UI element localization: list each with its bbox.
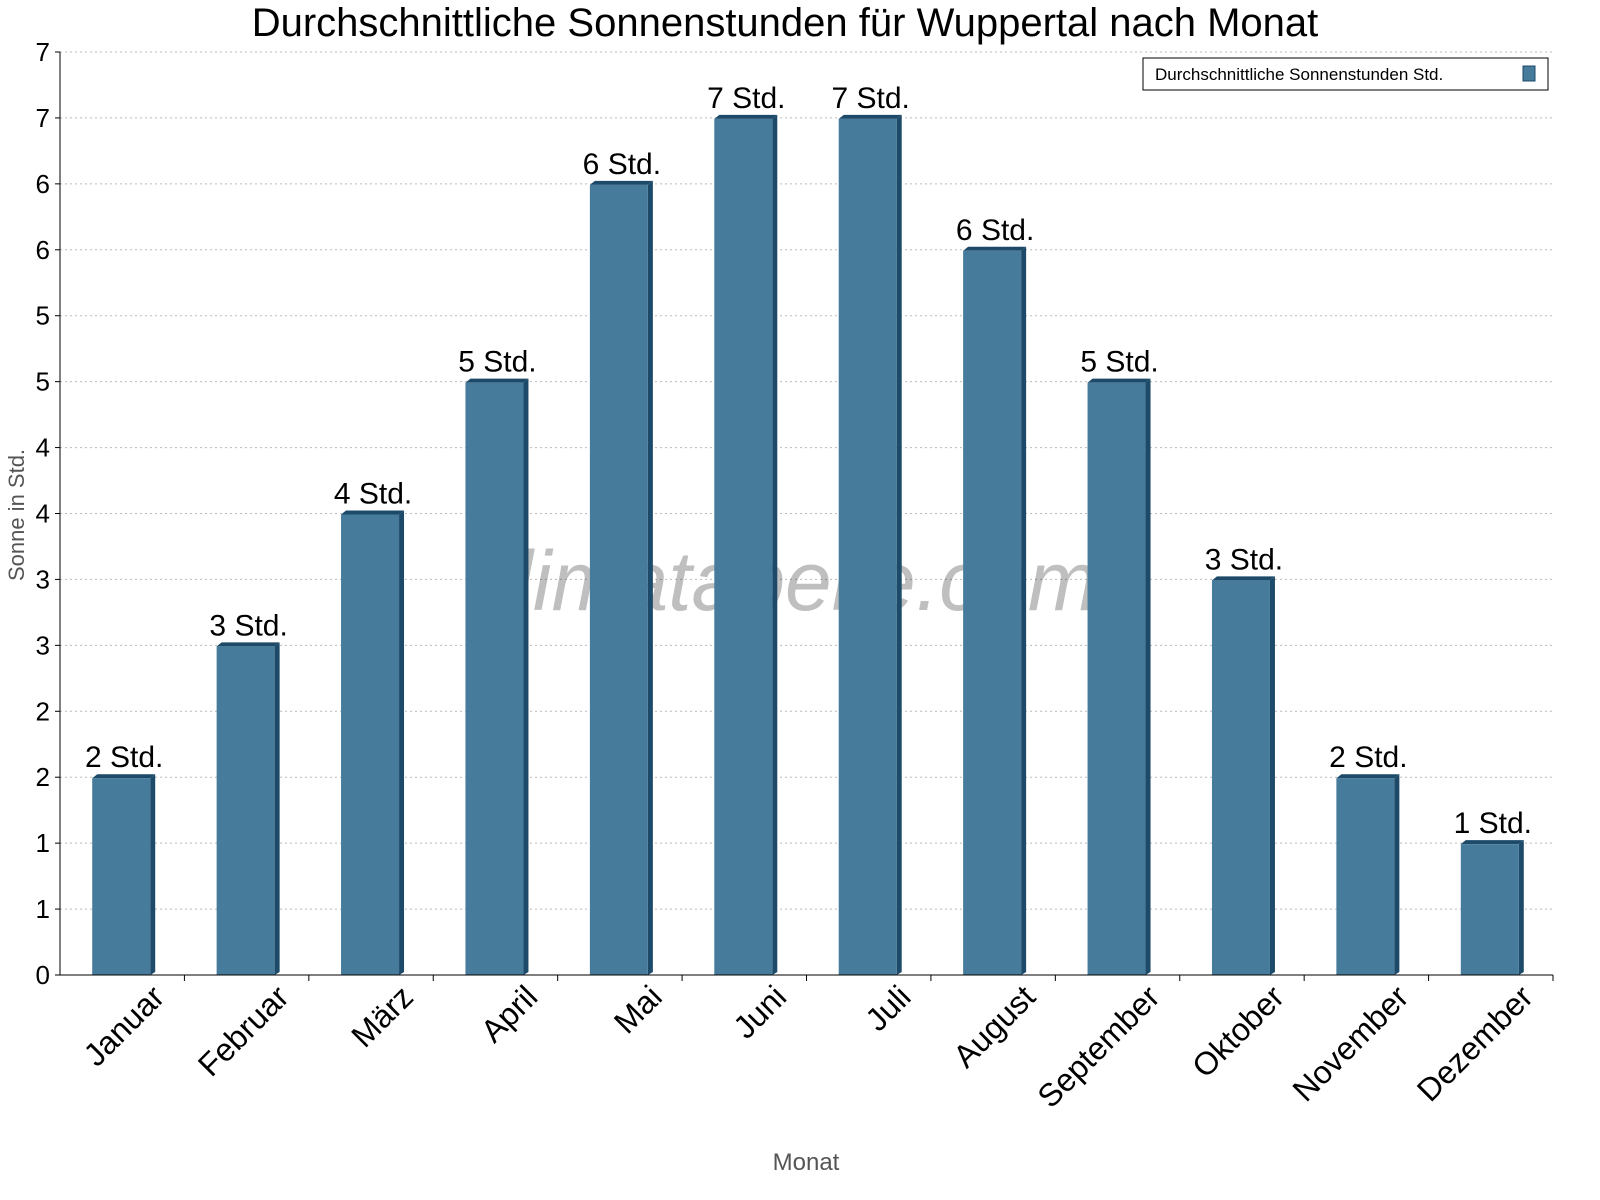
y-tick-label: 5 <box>36 301 50 331</box>
bar <box>963 250 1022 976</box>
data-label: 3 Std. <box>1205 543 1283 576</box>
bar-top <box>589 180 653 185</box>
bar <box>1087 382 1146 976</box>
bar-Februar: 3 Std. <box>209 609 288 975</box>
data-label: 1 Std. <box>1454 807 1532 840</box>
y-axis-label: Sonne in Std. <box>4 449 29 581</box>
chart-title: Durchschnittliche Sonnenstunden für Wupp… <box>252 1 1319 45</box>
bar <box>1211 580 1270 975</box>
bar-side <box>523 378 529 976</box>
bar-top <box>714 114 778 119</box>
bar-side <box>896 114 902 975</box>
bar-side <box>1269 576 1275 975</box>
bar-top <box>216 642 280 647</box>
x-tick-label: Oktober <box>1185 978 1291 1084</box>
bar-side <box>1518 840 1524 975</box>
x-tick-label: Januar <box>77 978 172 1073</box>
bar <box>341 514 400 975</box>
bar-top <box>1460 840 1524 845</box>
bar <box>838 118 897 975</box>
bar-November: 2 Std. <box>1329 741 1408 975</box>
y-tick-label: 6 <box>36 235 50 265</box>
x-tick-label: Dezember <box>1410 978 1540 1108</box>
bar-side <box>274 642 280 975</box>
data-label: 2 Std. <box>85 741 163 774</box>
bar-side <box>772 114 778 975</box>
bar-top <box>1336 774 1400 779</box>
bar-Dezember: 1 Std. <box>1454 807 1532 975</box>
y-tick-label: 4 <box>36 433 50 463</box>
bar <box>589 184 648 975</box>
bar <box>1336 778 1395 975</box>
x-axis-label: Monat <box>773 1149 840 1176</box>
y-tick-label: 1 <box>36 828 50 858</box>
bar-Mai: 6 Std. <box>583 148 661 975</box>
x-tick-label: März <box>344 978 420 1054</box>
bar-Juli: 7 Std. <box>832 82 910 975</box>
y-tick-label: 2 <box>36 762 50 792</box>
bar <box>465 382 524 976</box>
x-tick-label: Mai <box>607 978 669 1040</box>
bar-top <box>963 246 1027 251</box>
y-tick-label: 3 <box>36 630 50 660</box>
bar-Juni: 7 Std. <box>707 82 785 975</box>
data-label: 6 Std. <box>956 214 1034 247</box>
legend-label: Durchschnittliche Sonnenstunden Std. <box>1155 65 1443 84</box>
legend-swatch <box>1522 65 1536 82</box>
y-tick-label: 6 <box>36 169 50 199</box>
bars: 2 Std. 3 Std. 4 Std. 5 Std. 6 Std. 7 Std. 7 St… <box>85 82 1532 976</box>
bar-top <box>341 510 405 515</box>
x-tick-label: September <box>1030 978 1166 1114</box>
data-label: 2 Std. <box>1329 741 1407 774</box>
x-tick-label: Juli <box>858 978 917 1037</box>
bar-side <box>1021 246 1027 976</box>
bar-top <box>1087 378 1151 383</box>
bar-side <box>399 510 405 975</box>
x-tick-label: Februar <box>191 978 296 1083</box>
bar-side <box>1394 774 1400 975</box>
legend-box <box>1142 57 1549 91</box>
bar <box>216 646 275 975</box>
bar <box>92 778 151 975</box>
x-tick-label: April <box>474 978 545 1049</box>
bar-side <box>1145 378 1151 976</box>
bar-side <box>647 180 653 975</box>
bar-top <box>838 114 902 119</box>
bar-April: 5 Std. <box>458 346 537 976</box>
bar-Januar: 2 Std. <box>85 741 163 975</box>
data-label: 7 Std. <box>707 82 785 115</box>
bar-side <box>150 774 156 975</box>
y-tick-label: 3 <box>36 564 50 594</box>
y-tick-label: 4 <box>36 499 50 529</box>
bar-Oktober: 3 Std. <box>1205 543 1283 975</box>
data-label: 3 Std. <box>209 609 287 642</box>
data-label: 5 Std. <box>1080 346 1158 379</box>
bar-top <box>92 774 156 779</box>
data-label: 7 Std. <box>832 82 910 115</box>
bar-top <box>465 378 529 383</box>
y-tick-label: 0 <box>36 960 50 990</box>
gridlines <box>60 51 1553 910</box>
bar-März: 4 Std. <box>334 478 412 975</box>
legend: Durchschnittliche Sonnenstunden Std. <box>1142 57 1549 91</box>
data-label: 6 Std. <box>583 148 661 181</box>
bar-top <box>1211 576 1275 581</box>
bar <box>1460 844 1519 975</box>
data-label: 5 Std. <box>458 346 536 379</box>
bar-August: 6 Std. <box>956 214 1034 976</box>
x-tick-label: Juni <box>726 978 793 1045</box>
x-tick-label: November <box>1285 978 1415 1108</box>
y-tick-label: 2 <box>36 696 50 726</box>
bar-September: 5 Std. <box>1080 346 1159 976</box>
y-tick-label: 7 <box>36 37 50 67</box>
x-tick-label: August <box>946 978 1042 1074</box>
y-tick-label: 1 <box>36 894 50 924</box>
y-tick-label: 7 <box>36 103 50 133</box>
y-tick-label: 5 <box>36 367 50 397</box>
data-label: 4 Std. <box>334 478 412 511</box>
bar <box>714 118 773 975</box>
